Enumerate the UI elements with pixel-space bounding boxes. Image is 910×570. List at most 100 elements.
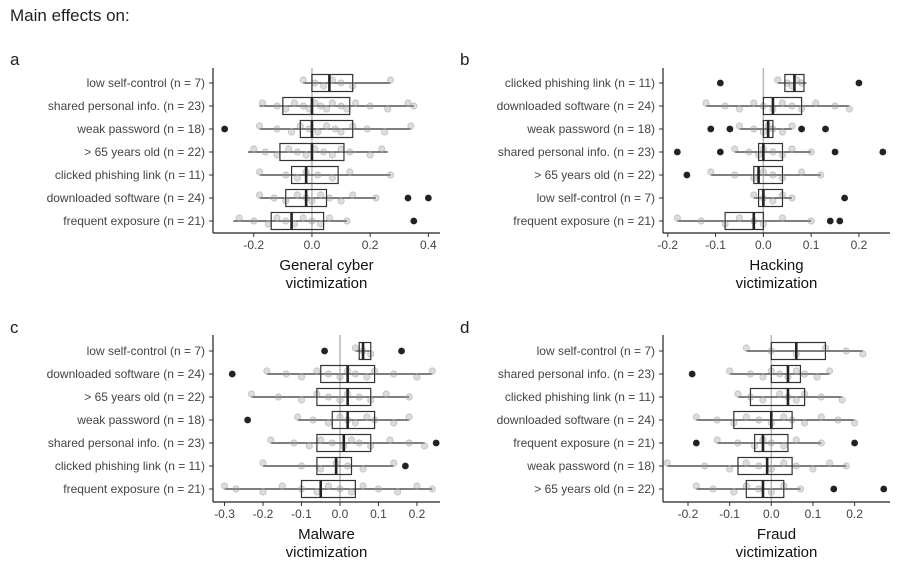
category-label-a-5: downloaded software (n = 24) — [47, 191, 205, 205]
data-point-a-6-8 — [317, 220, 325, 228]
data-point-d-5-4 — [755, 462, 763, 470]
data-point-c-6-1 — [232, 485, 240, 493]
data-point-c-3-3 — [336, 413, 344, 421]
data-point-d-3-4 — [755, 416, 763, 424]
category-label-a-6: frequent exposure (n = 21) — [63, 214, 205, 228]
outlier-a-6-0 — [410, 217, 418, 225]
data-point-c-5-1 — [297, 462, 306, 470]
data-point-a-2-8 — [337, 128, 345, 136]
data-point-c-1-4 — [324, 370, 333, 378]
category-label-b-3: shared personal info. (n = 23) — [498, 145, 655, 159]
data-point-b-1-1 — [721, 102, 729, 110]
data-point-d-1-2 — [759, 373, 767, 381]
data-point-c-5-4 — [344, 462, 352, 470]
data-point-a-6-6 — [299, 214, 307, 222]
x-tick-label-c-3: 0.0 — [332, 507, 349, 521]
data-point-a-3-8 — [328, 151, 336, 159]
data-point-a-4-4 — [314, 171, 322, 179]
box-a-1 — [282, 96, 351, 116]
data-point-d-2-7 — [817, 393, 825, 401]
data-point-a-0-4 — [337, 79, 345, 87]
category-label-b-5: low self-control (n = 7) — [537, 191, 655, 205]
data-point-c-1-8 — [363, 373, 371, 381]
data-point-b-6-1 — [697, 217, 705, 225]
data-point-b-1-2 — [735, 105, 744, 113]
data-point-b-3-1 — [745, 148, 753, 156]
x-tick-label-c-5: 0.2 — [409, 507, 426, 521]
data-point-b-2-6 — [788, 122, 796, 130]
data-point-d-2-3 — [776, 390, 784, 398]
x-tick-label-d-4: 0.2 — [846, 507, 863, 521]
data-point-d-5-5 — [767, 465, 775, 473]
data-point-b-2-0 — [735, 122, 744, 130]
category-label-c-1: downloaded software (n = 24) — [47, 367, 205, 381]
data-point-b-4-7 — [817, 171, 825, 179]
x-axis-title-d-1: victimization — [736, 544, 818, 561]
data-point-c-2-10 — [405, 393, 413, 401]
data-point-a-1-2 — [282, 105, 290, 113]
data-point-c-2-1 — [274, 393, 283, 401]
box-a-6 — [270, 211, 325, 231]
data-point-b-5-4 — [788, 194, 796, 202]
box-d-2 — [749, 387, 806, 407]
box-a-2 — [299, 119, 354, 139]
box-d-5 — [737, 456, 793, 476]
data-point-a-5-3 — [293, 191, 301, 199]
data-point-a-3-4 — [293, 148, 301, 156]
data-point-d-0-5 — [859, 350, 867, 358]
category-label-c-0: low self-control (n = 7) — [87, 344, 205, 358]
data-point-b-1-3 — [750, 99, 758, 107]
data-point-d-5-7 — [792, 462, 800, 470]
x-tick-label-b-0: -0.2 — [657, 238, 678, 252]
x-axis-title-a-0: General cyber — [279, 257, 373, 274]
data-point-d-5-6 — [780, 459, 788, 467]
data-point-a-5-10 — [372, 194, 380, 202]
data-point-d-3-0 — [692, 413, 700, 421]
data-point-b-6-0 — [673, 214, 681, 222]
data-point-a-1-7 — [317, 102, 325, 110]
data-point-c-4-7 — [355, 439, 363, 447]
data-point-d-5-10 — [842, 462, 850, 470]
data-point-c-6-3 — [278, 482, 286, 490]
data-point-a-0-6 — [386, 76, 395, 84]
data-point-a-3-11 — [366, 151, 374, 159]
outlier-a-2-0 — [221, 125, 229, 133]
data-point-c-1-7 — [351, 370, 359, 378]
data-point-d-3-9 — [817, 413, 825, 421]
data-point-a-2-2 — [287, 128, 296, 136]
data-point-b-6-3 — [735, 214, 744, 222]
data-point-b-1-10 — [831, 102, 839, 110]
outlier-c-5-0 — [401, 462, 409, 470]
data-point-d-1-9 — [826, 367, 834, 375]
data-point-a-3-9 — [337, 145, 345, 153]
outlier-c-0-1 — [398, 347, 405, 355]
data-point-c-6-13 — [428, 485, 436, 493]
category-label-c-5: clicked phishing link (n = 11) — [55, 459, 205, 473]
data-point-c-6-5 — [313, 488, 321, 496]
panel-letter-b: b — [460, 50, 470, 69]
x-axis-title-d-0: Fraud — [757, 526, 796, 543]
data-point-c-2-7 — [355, 393, 363, 401]
category-label-b-2: weak password (n = 18) — [526, 122, 655, 136]
data-point-c-6-11 — [394, 488, 402, 496]
category-label-d-2: clicked phishing link (n = 11) — [505, 390, 655, 404]
outlier-b-3-1 — [716, 148, 724, 156]
outlier-b-0-0 — [716, 79, 724, 87]
box-d-6 — [745, 479, 785, 499]
x-tick-label-d-2: 0.0 — [763, 507, 780, 521]
category-label-b-0: clicked phishing link (n = 11) — [505, 76, 655, 90]
data-point-c-6-8 — [347, 488, 356, 496]
outlier-b-6-0 — [826, 217, 834, 225]
data-point-b-4-0 — [707, 168, 715, 176]
x-tick-label-c-1: -0.2 — [253, 507, 274, 521]
box-a-0 — [311, 73, 354, 93]
data-point-d-6-7 — [796, 485, 805, 493]
data-point-c-1-10 — [390, 370, 398, 378]
data-point-a-3-12 — [378, 145, 386, 153]
box-d-0 — [770, 341, 827, 361]
data-point-b-1-11 — [845, 105, 853, 113]
data-point-a-6-3 — [273, 214, 281, 222]
x-tick-label-a-1: 0.0 — [304, 238, 321, 252]
data-point-a-4-0 — [255, 168, 264, 176]
data-point-a-6-10 — [343, 217, 351, 225]
